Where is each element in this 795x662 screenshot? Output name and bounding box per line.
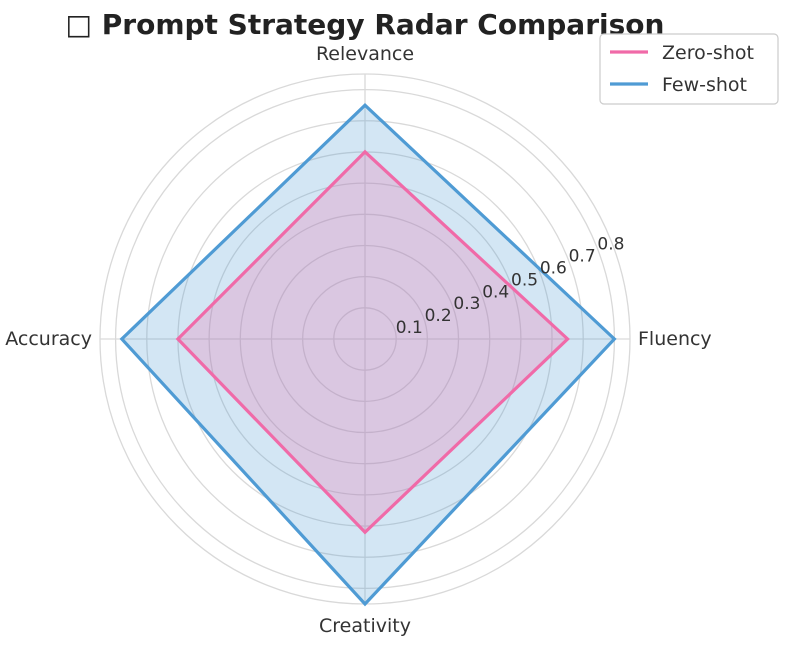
axis-labels: Fluency Relevance Accuracy Creativity: [5, 43, 711, 637]
tick-label-8: 0.8: [597, 235, 624, 255]
legend-label-few-shot: Few-shot: [662, 74, 747, 96]
tick-label-3: 0.3: [453, 294, 480, 314]
series-fill-few-shot: [121, 105, 615, 604]
tick-label-7: 0.7: [569, 246, 596, 266]
tick-label-2: 0.2: [425, 306, 452, 326]
tick-label-6: 0.6: [540, 258, 567, 278]
legend: Zero-shot Few-shot: [599, 33, 779, 105]
tick-label-5: 0.5: [511, 270, 538, 290]
tick-label-4: 0.4: [482, 282, 509, 302]
tick-label-1: 0.1: [396, 318, 423, 338]
legend-label-zero-shot: Zero-shot: [662, 42, 754, 64]
axis-label-creativity: Creativity: [319, 615, 411, 637]
axis-label-relevance: Relevance: [316, 43, 414, 65]
chart-title: □ Prompt Strategy Radar Comparison: [66, 8, 665, 41]
axis-label-fluency: Fluency: [638, 328, 712, 350]
series-fill-zero-shot: [177, 151, 568, 533]
radial-tick-labels: 0.10.20.30.40.50.60.70.8: [396, 235, 625, 339]
series-layer: [119, 102, 617, 607]
axis-label-accuracy: Accuracy: [5, 328, 92, 350]
